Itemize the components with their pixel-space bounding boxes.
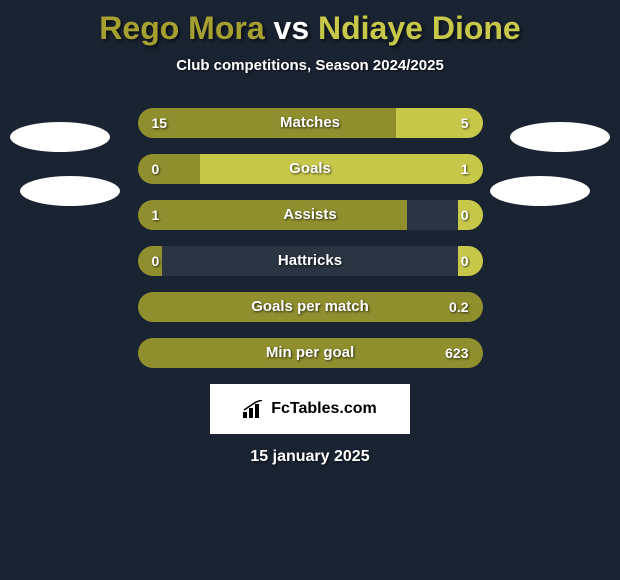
stat-right-value: 623 [445, 338, 468, 368]
chart-icon [243, 400, 265, 418]
stat-row: Goals per match 0.2 [138, 292, 483, 322]
comparison-title: Rego Mora vs Ndiaye Dione [0, 0, 620, 47]
stat-label: Hattricks [138, 246, 483, 276]
player1-avatar-placeholder [10, 122, 110, 152]
fctables-logo: FcTables.com [210, 384, 410, 434]
stat-row: 1 Assists 0 [138, 200, 483, 230]
player2-avatar-shadow [490, 176, 590, 206]
stat-label: Assists [138, 200, 483, 230]
stats-container: 15 Matches 5 0 Goals 1 1 Assists 0 0 Hat… [138, 108, 483, 368]
stat-row: 0 Goals 1 [138, 154, 483, 184]
player2-avatar-placeholder [510, 122, 610, 152]
date-text: 15 january 2025 [0, 448, 620, 466]
stat-right-value: 0 [461, 200, 469, 230]
stat-right-value: 0 [461, 246, 469, 276]
stat-label: Goals [138, 154, 483, 184]
stat-right-value: 1 [461, 154, 469, 184]
stat-row: 0 Hattricks 0 [138, 246, 483, 276]
logo-text: FcTables.com [271, 400, 377, 418]
title-vs: vs [274, 10, 310, 46]
player1-avatar-shadow [20, 176, 120, 206]
stat-label: Matches [138, 108, 483, 138]
stat-label: Goals per match [138, 292, 483, 322]
stat-right-value: 0.2 [449, 292, 468, 322]
player1-name: Rego Mora [99, 10, 264, 46]
stat-row: 15 Matches 5 [138, 108, 483, 138]
stat-label: Min per goal [138, 338, 483, 368]
stat-row: Min per goal 623 [138, 338, 483, 368]
subtitle: Club competitions, Season 2024/2025 [0, 57, 620, 74]
player2-name: Ndiaye Dione [318, 10, 521, 46]
stat-right-value: 5 [461, 108, 469, 138]
